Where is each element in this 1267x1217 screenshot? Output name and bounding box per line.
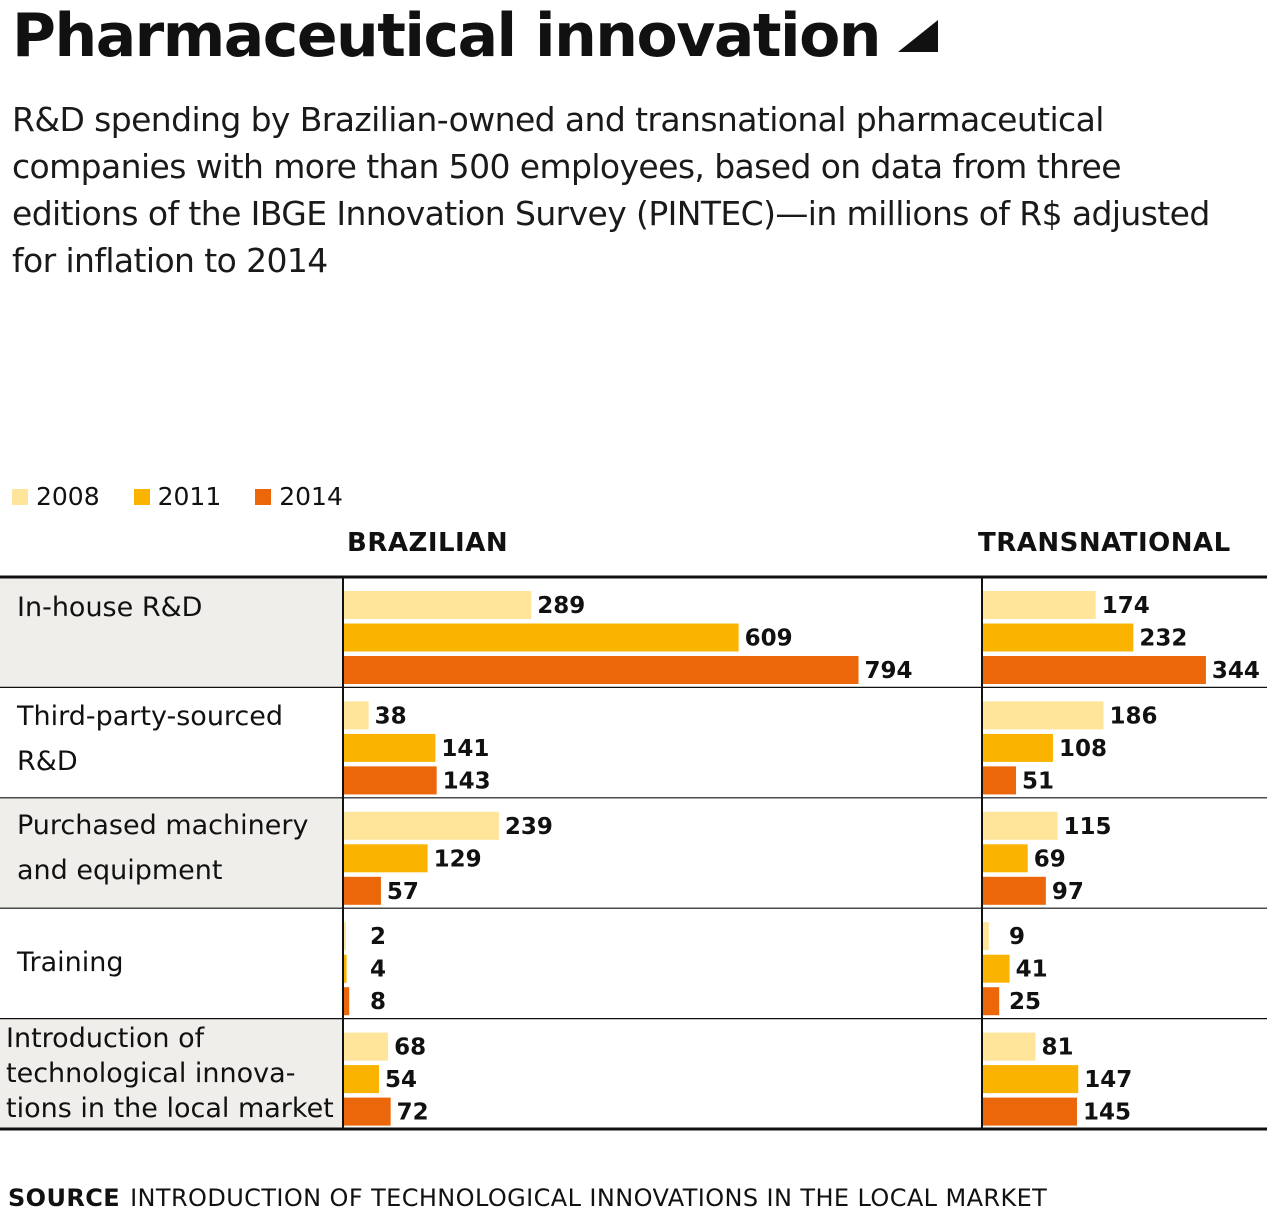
value-label-brazilian-2008-row1: 38 [375, 703, 407, 729]
bar-transnational-2011-row1 [983, 733, 1053, 762]
value-label-brazilian-2008-row0: 289 [537, 593, 585, 619]
value-label-brazilian-2011-row1: 141 [441, 736, 489, 762]
source-label: SOURCE [8, 1184, 121, 1212]
value-label-transnational-2011-row1: 108 [1059, 736, 1107, 762]
source-text: INTRODUCTION OF TECHNOLOGICAL INNOVATION… [130, 1184, 1048, 1212]
row-label-training: Training [17, 947, 124, 978]
bar-brazilian-2008-row1 [344, 701, 369, 730]
bar-brazilian-2008-row2 [344, 811, 499, 840]
row-label-local-market: Introduction of technological innova- ti… [6, 1023, 334, 1124]
legend-label-2014: 2014 [279, 482, 343, 511]
legend-swatch-2014 [255, 488, 272, 505]
value-label-brazilian-2014-row0: 794 [865, 658, 913, 684]
legend-label-2008: 2008 [36, 482, 100, 511]
bar-transnational-2008-row2 [983, 811, 1058, 840]
value-label-transnational-2008-row3: 9 [1009, 924, 1025, 950]
bar-brazilian-2008-row3 [344, 922, 346, 951]
bar-transnational-2011-row4 [983, 1065, 1079, 1094]
value-label-transnational-2008-row0: 174 [1102, 593, 1150, 619]
bar-brazilian-2011-row2 [344, 844, 428, 873]
value-label-brazilian-2014-row1: 143 [443, 768, 491, 794]
value-label-brazilian-2011-row3: 4 [370, 957, 386, 983]
bar-brazilian-2011-row3 [344, 954, 347, 983]
bar-brazilian-2014-row1 [344, 766, 437, 795]
legend-item-2014: 2014 [255, 482, 343, 511]
value-label-transnational-2014-row1: 51 [1022, 768, 1054, 794]
source-note: SOURCE INTRODUCTION OF TECHNOLOGICAL INNO… [8, 1184, 1047, 1212]
value-label-transnational-2014-row0: 344 [1212, 658, 1260, 684]
value-label-brazilian-2014-row3: 8 [370, 989, 386, 1015]
bar-brazilian-2008-row0 [344, 591, 532, 619]
value-label-brazilian-2008-row4: 68 [394, 1035, 426, 1061]
bar-transnational-2008-row3 [983, 922, 989, 951]
row-label-third-party-rd: Third-party-sourced R&D [17, 701, 284, 777]
value-label-brazilian-2011-row0: 609 [745, 626, 793, 652]
value-label-transnational-2014-row3: 25 [1009, 989, 1041, 1015]
legend: 2008 2011 2014 [12, 482, 343, 511]
row-label-in-house-rd: In-house R&D [17, 592, 203, 623]
bar-brazilian-2014-row3 [344, 987, 350, 1016]
value-label-brazilian-2011-row4: 54 [385, 1067, 417, 1093]
group-header-brazilian: BRAZILIAN [347, 528, 509, 558]
bar-brazilian-2014-row0 [344, 656, 859, 684]
value-label-transnational-2011-row2: 69 [1034, 846, 1066, 872]
bar-transnational-2008-row4 [983, 1032, 1036, 1061]
bar-transnational-2014-row1 [983, 766, 1017, 795]
value-label-transnational-2014-row2: 97 [1052, 879, 1084, 905]
value-label-brazilian-2008-row2: 239 [505, 814, 553, 840]
bar-transnational-2014-row4 [983, 1097, 1077, 1126]
chart-subtitle: R&D spending by Brazilian-owned and tran… [12, 100, 1210, 280]
legend-label-2011: 2011 [157, 482, 222, 511]
bar-transnational-2014-row0 [983, 656, 1206, 684]
chart-title: Pharmaceutical innovation [12, 0, 939, 72]
row-label-bg [0, 577, 343, 688]
value-label-transnational-2014-row4: 145 [1083, 1100, 1131, 1126]
bar-brazilian-2011-row0 [344, 623, 739, 652]
value-label-transnational-2011-row3: 41 [1016, 957, 1048, 983]
value-label-brazilian-2014-row2: 57 [387, 879, 419, 905]
value-label-brazilian-2008-row3: 2 [370, 924, 386, 950]
bar-transnational-2014-row3 [983, 987, 1000, 1016]
legend-item-2011: 2011 [133, 482, 222, 511]
bar-brazilian-2011-row1 [344, 733, 436, 762]
group-header-transnational: TRANSNATIONAL [978, 528, 1231, 558]
bar-transnational-2011-row0 [983, 623, 1134, 652]
bar-transnational-2008-row1 [983, 701, 1104, 730]
value-label-transnational-2008-row2: 115 [1064, 814, 1112, 840]
legend-swatch-2008 [12, 488, 28, 505]
value-label-brazilian-2011-row2: 129 [434, 846, 482, 872]
bar-brazilian-2008-row4 [344, 1032, 389, 1061]
bar-brazilian-2011-row4 [344, 1065, 379, 1094]
chart-title-text: Pharmaceutical innovation [12, 1, 882, 71]
legend-swatch-2011 [133, 488, 150, 505]
bar-transnational-2011-row3 [983, 954, 1010, 983]
value-label-transnational-2011-row0: 232 [1139, 626, 1187, 652]
value-label-transnational-2008-row1: 186 [1110, 703, 1158, 729]
bar-transnational-2011-row2 [983, 844, 1028, 873]
row-label-machinery: Purchased machinery and equipment [17, 810, 309, 886]
value-label-brazilian-2014-row4: 72 [397, 1100, 429, 1126]
row-label-bg [0, 797, 343, 909]
bar-brazilian-2014-row4 [344, 1097, 391, 1126]
bar-transnational-2014-row2 [983, 876, 1046, 905]
value-label-transnational-2008-row4: 81 [1041, 1035, 1073, 1061]
triangle-icon [898, 20, 939, 52]
value-label-transnational-2011-row4: 147 [1084, 1067, 1132, 1093]
row-label-bg [0, 1018, 343, 1129]
bar-transnational-2008-row0 [983, 591, 1096, 619]
bar-brazilian-2014-row2 [344, 876, 381, 905]
legend-item-2008: 2008 [12, 482, 100, 511]
